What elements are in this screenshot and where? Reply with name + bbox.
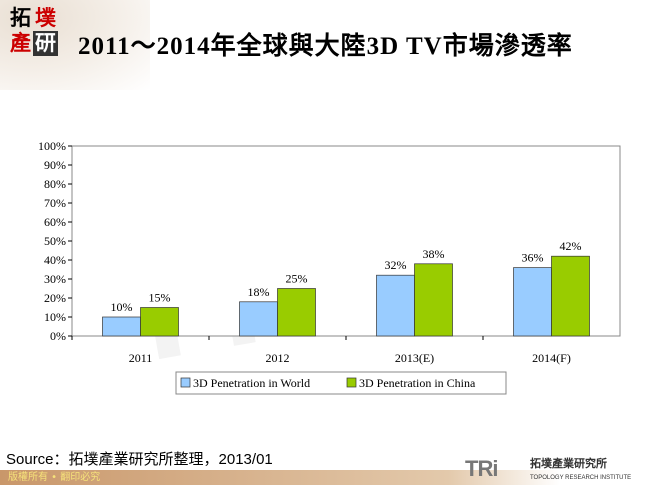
copyright-text: 版權所有 • 翻印必究 [8, 472, 101, 483]
data-label: 18% [248, 285, 270, 299]
corner-background [0, 0, 150, 90]
bar-world [513, 267, 552, 337]
data-label: 32% [385, 258, 407, 272]
y-tick-label: 10% [44, 310, 66, 324]
y-tick-label: 0% [50, 329, 66, 343]
y-tick-label: 70% [44, 196, 66, 210]
bar-world [239, 301, 278, 337]
y-tick-label: 40% [44, 253, 66, 267]
y-tick-label: 90% [44, 158, 66, 172]
legend [175, 371, 507, 395]
legend-label: 3D Penetration in China [359, 376, 476, 390]
data-label: 42% [560, 239, 582, 253]
bar-world [376, 274, 415, 337]
y-tick-label: 20% [44, 291, 66, 305]
legend-label: 3D Penetration in World [193, 376, 310, 390]
x-tick-label: 2014(F) [532, 351, 571, 365]
bar-world [102, 316, 141, 337]
bar-china [414, 263, 453, 337]
bar-china [140, 307, 179, 337]
data-label: 15% [149, 291, 171, 305]
page-title: 2011～2014年全球與大陸3D TV市場滲透率 [78, 33, 573, 60]
source-text: Source：拓墣產業研究所整理，2013/01 [6, 451, 273, 468]
legend-swatch [346, 377, 357, 388]
logo: 拓墣產研 [8, 6, 60, 58]
legend-swatch [180, 377, 191, 388]
x-tick-label: 2012 [266, 351, 290, 365]
data-label: 25% [286, 272, 308, 286]
bar-china [277, 288, 316, 337]
data-label: 36% [522, 251, 544, 265]
data-label: 10% [111, 300, 133, 314]
data-label: 38% [423, 247, 445, 261]
x-tick-label: 2011 [129, 351, 153, 365]
brand-en: TOPOLOGY RESEARCH INSTITUTE [530, 475, 632, 481]
brand-cn: 拓墣產業研究所 [530, 457, 607, 470]
bar-china [551, 255, 590, 337]
tri-logo: TRi [465, 456, 498, 481]
y-tick-label: 80% [44, 177, 66, 191]
x-tick-label: 2013(E) [395, 351, 434, 365]
y-tick-label: 60% [44, 215, 66, 229]
footer-bar [0, 470, 560, 485]
tri-logo-text: TRi [465, 456, 498, 481]
y-tick-label: 100% [38, 139, 66, 153]
logo-char: 產 [10, 31, 31, 55]
y-tick-label: 50% [44, 234, 66, 248]
logo-char: 研 [33, 31, 58, 56]
y-tick-label: 30% [44, 272, 66, 286]
logo-char: 墣 [35, 6, 56, 30]
logo-char: 拓 [10, 6, 31, 30]
